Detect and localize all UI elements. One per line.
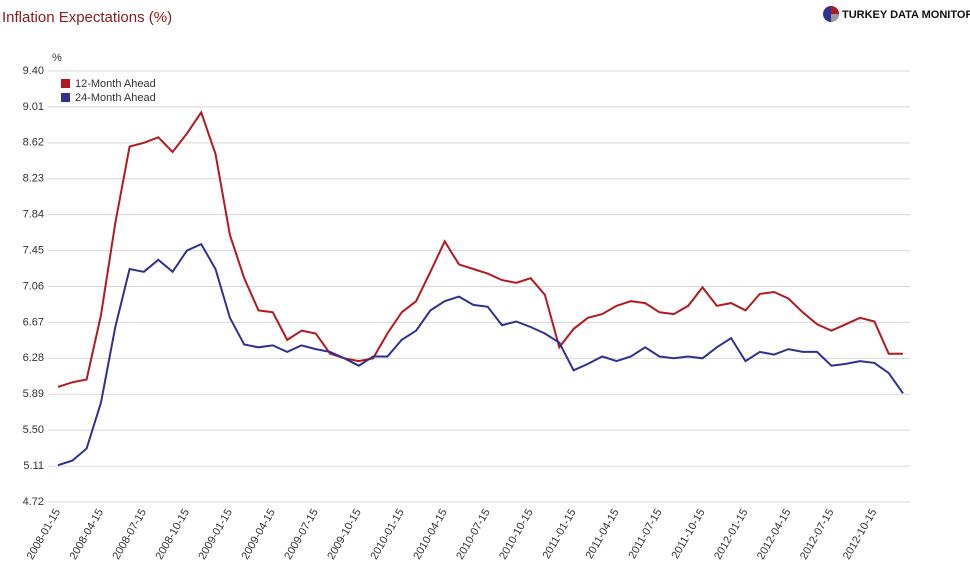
x-tick-label: 2009-04-15: [239, 507, 278, 562]
legend-swatch: [61, 79, 70, 88]
series-line: [57, 110, 903, 388]
x-tick-label: 2012-10-15: [841, 507, 880, 562]
x-tick-label: 2008-10-15: [153, 507, 192, 562]
y-tick-label: 6.67: [23, 316, 44, 328]
brand-name: TURKEY DATA MONITOR: [842, 9, 970, 21]
x-tick-label: 2009-07-15: [282, 507, 321, 562]
legend-label: 12-Month Ahead: [75, 78, 156, 90]
legend-label: 24-Month Ahead: [75, 92, 156, 104]
y-tick-label: 7.45: [23, 244, 44, 256]
y-tick-label: 5.50: [23, 424, 44, 436]
y-tick-label: 5.89: [23, 388, 44, 400]
y-tick-label: 4.72: [23, 496, 44, 508]
y-tick-label: 7.06: [23, 280, 44, 292]
legend-swatch: [61, 93, 70, 102]
logo-slice: [831, 14, 839, 22]
x-tick-label: 2008-07-15: [111, 507, 150, 562]
y-tick-label: 6.28: [23, 352, 44, 364]
y-tick-label: 7.84: [23, 209, 44, 221]
x-tick-label: 2011-01-15: [541, 507, 579, 561]
y-tick-label: 9.40: [23, 65, 44, 77]
x-tick-label: 2010-07-15: [454, 507, 493, 562]
x-tick-label: 2008-01-15: [25, 507, 64, 562]
x-tick-label: 2011-10-15: [669, 507, 707, 561]
x-tick-label: 2008-04-15: [68, 507, 107, 562]
y-tick-label: 5.11: [23, 460, 44, 472]
y-tick-label: 8.62: [23, 137, 44, 149]
x-tick-label: 2011-07-15: [627, 507, 665, 561]
x-tick-label: 2012-01-15: [712, 507, 751, 562]
y-axis-unit: %: [52, 52, 62, 64]
logo-slice: [831, 6, 839, 14]
chart-title: Inflation Expectations (%): [2, 9, 172, 26]
x-tick-label: 2010-10-15: [497, 507, 536, 562]
series-line: [57, 242, 904, 467]
y-tick-label: 8.23: [23, 173, 44, 185]
x-tick-label: 2012-07-15: [798, 507, 837, 562]
x-tick-label: 2009-01-15: [196, 507, 235, 562]
x-tick-label: 2009-10-15: [325, 507, 364, 562]
y-tick-label: 9.01: [23, 101, 44, 113]
x-tick-label: 2010-01-15: [368, 507, 407, 562]
x-tick-label: 2011-04-15: [584, 507, 622, 561]
x-tick-label: 2012-04-15: [755, 507, 794, 562]
brand-logo: TURKEY DATA MONITOR: [823, 6, 970, 22]
x-tick-label: 2010-04-15: [411, 507, 450, 562]
